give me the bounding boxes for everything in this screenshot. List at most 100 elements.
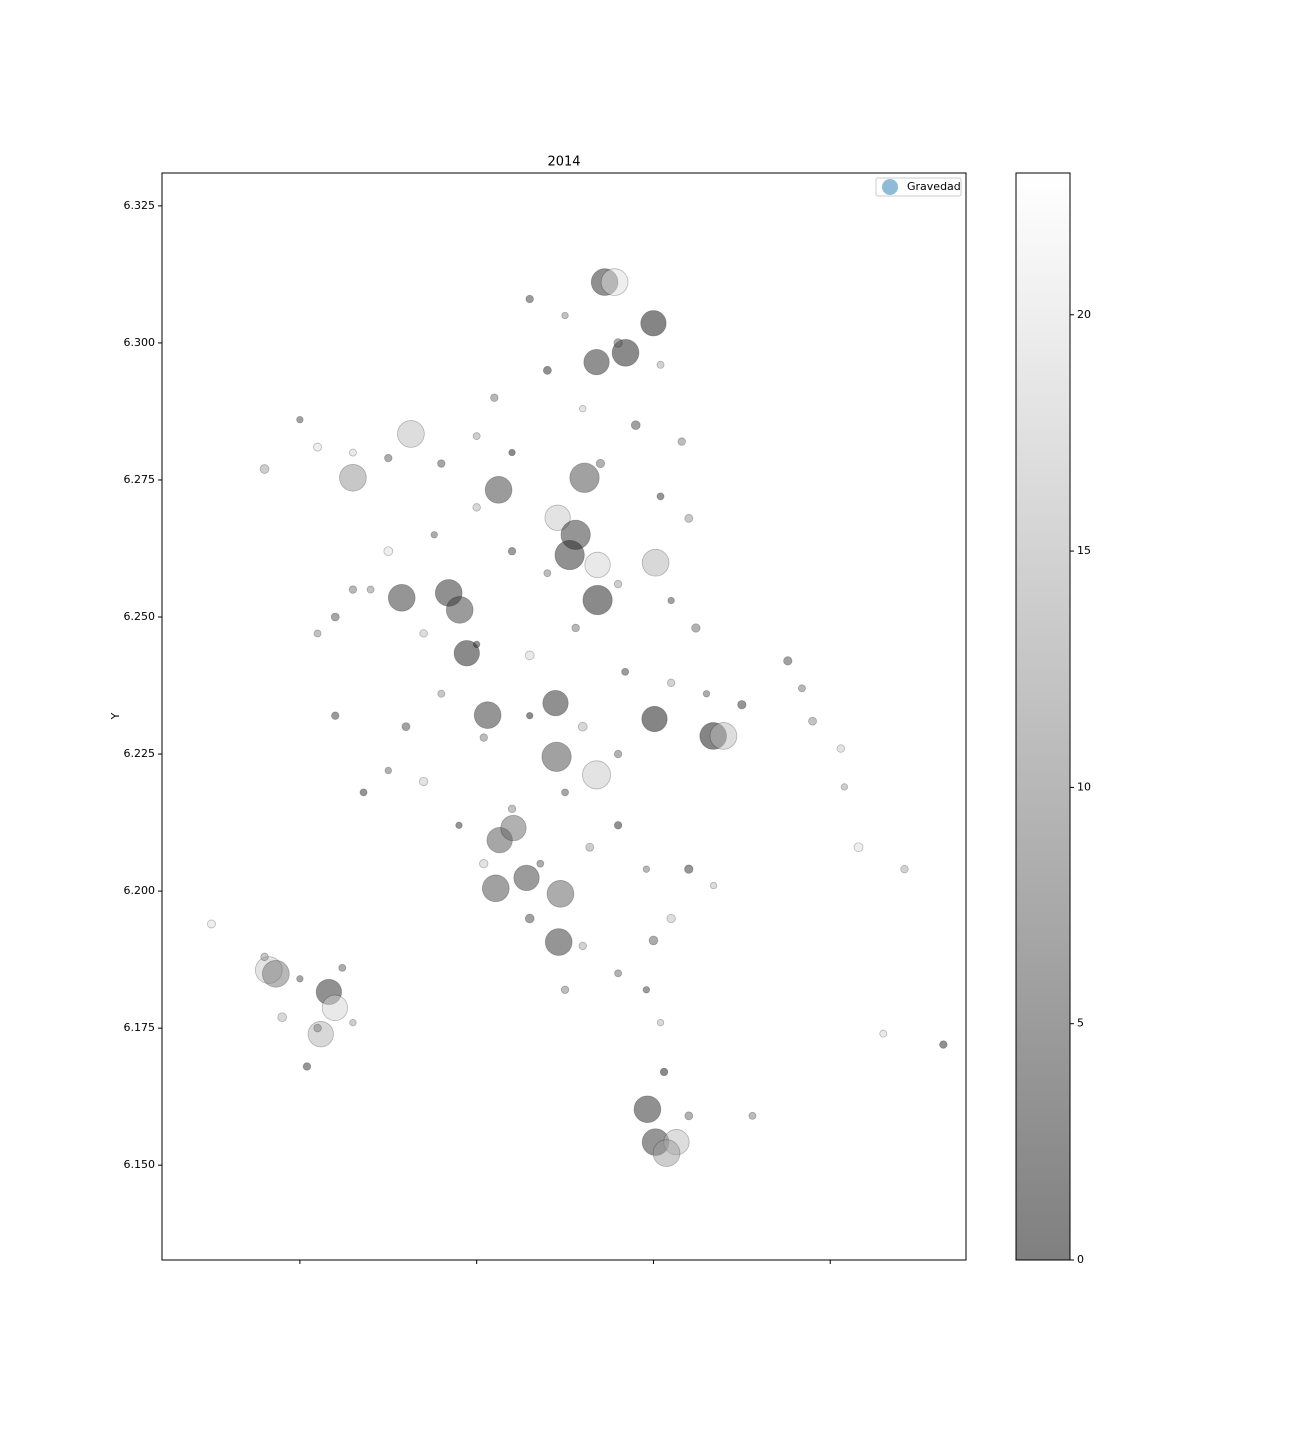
scatter-point xyxy=(387,584,416,612)
scatter-point xyxy=(507,804,517,814)
y-tick-label: 6.275 xyxy=(124,473,156,486)
scatter-point xyxy=(582,584,613,616)
scatter-point xyxy=(419,629,428,638)
colorbar-tick-label: 20 xyxy=(1077,308,1091,321)
scatter-point xyxy=(383,546,394,557)
scatter-point xyxy=(445,596,474,624)
y-tick-label: 6.200 xyxy=(124,884,156,897)
scatter-point xyxy=(437,689,446,698)
scatter-point xyxy=(541,741,572,772)
scatter-point xyxy=(656,492,665,501)
scatter-point xyxy=(321,994,349,1021)
scatter-point xyxy=(313,442,322,452)
scatter-point xyxy=(508,448,516,457)
scatter-point xyxy=(656,1018,665,1027)
scatter-point xyxy=(585,842,595,852)
colorbar xyxy=(1015,172,1071,1261)
scatter-point xyxy=(659,1067,669,1077)
scatter-point xyxy=(569,462,600,493)
scatter-point xyxy=(652,1139,681,1167)
colorbar-tick-label: 5 xyxy=(1077,1017,1084,1030)
scatter-point xyxy=(613,579,623,589)
scatter-point xyxy=(684,1111,694,1121)
scatter-point xyxy=(307,1021,334,1048)
y-tick-label: 6.175 xyxy=(124,1021,156,1034)
legend-label: Gravedad xyxy=(907,180,961,193)
scatter-point xyxy=(437,459,446,468)
scatter-point xyxy=(641,705,668,733)
scatter-point xyxy=(330,612,340,622)
scatter-point xyxy=(709,722,738,750)
scatter-point xyxy=(259,464,270,474)
scatter-point xyxy=(542,689,569,717)
scatter-point xyxy=(543,569,552,578)
scatter-point xyxy=(640,310,667,337)
scatter-point xyxy=(331,711,340,720)
scatter-point xyxy=(277,1012,288,1023)
scatter-point xyxy=(853,842,864,853)
chart-title: 2014 xyxy=(547,155,580,170)
scatter-point xyxy=(642,865,651,873)
scatter-point xyxy=(748,1111,757,1120)
scatter-point xyxy=(524,913,535,924)
scatter-point xyxy=(313,629,322,638)
scatter-point xyxy=(401,722,411,732)
scatter-point xyxy=(472,432,481,441)
scatter-point xyxy=(667,596,675,605)
plot-area xyxy=(207,268,948,1167)
scatter-point xyxy=(561,788,570,797)
scatter-point xyxy=(614,969,623,978)
scatter-point xyxy=(677,437,686,446)
scatter-point xyxy=(472,503,481,512)
scatter-point xyxy=(595,458,606,469)
scatter-point xyxy=(338,963,347,972)
y-tick-label: 6.300 xyxy=(124,336,156,349)
scatter-point xyxy=(339,463,367,492)
scatter-point xyxy=(582,760,611,790)
scatter-point xyxy=(666,678,676,687)
scatter-point xyxy=(484,476,513,504)
scatter-point xyxy=(397,420,425,448)
scatter-point xyxy=(302,1062,312,1071)
legend-box xyxy=(875,177,962,197)
scatter-point xyxy=(313,1023,322,1033)
scatter-point xyxy=(613,821,623,830)
scatter-point xyxy=(561,311,569,320)
scatter-point xyxy=(542,365,552,375)
scatter-point xyxy=(879,1029,888,1038)
scatter-point xyxy=(453,640,480,667)
scatter-point xyxy=(571,623,580,633)
y-tick-label: 6.250 xyxy=(124,610,156,623)
scatter-point xyxy=(479,733,488,742)
scatter-point xyxy=(709,881,718,890)
colorbar-tick-label: 10 xyxy=(1077,780,1091,793)
scatter-point xyxy=(384,453,393,463)
colorbar-tick-label: 15 xyxy=(1077,544,1091,557)
scatter-point xyxy=(524,650,535,661)
scatter-point xyxy=(536,859,545,868)
scatter-point xyxy=(207,919,216,929)
scatter-point xyxy=(600,268,629,296)
scatter-point xyxy=(348,585,358,594)
scatter-point xyxy=(473,701,502,729)
scatter-point xyxy=(642,986,651,994)
scatter-point xyxy=(500,814,527,842)
scatter-point xyxy=(579,405,587,413)
scatter-point xyxy=(840,783,849,791)
scatter-point xyxy=(560,985,570,994)
scatter-point xyxy=(900,864,909,874)
scatter-point xyxy=(525,294,534,304)
scatter-point xyxy=(577,721,588,732)
scatter-point xyxy=(472,640,481,649)
scatter-point xyxy=(584,551,611,579)
scatter-point xyxy=(430,531,438,539)
scatter-point xyxy=(359,788,368,797)
axes-frame xyxy=(161,172,967,1261)
scatter-point xyxy=(641,548,670,577)
scatter-point xyxy=(691,623,701,633)
scatter-point xyxy=(621,667,630,676)
scatter-point xyxy=(262,960,290,988)
scatter-point xyxy=(702,690,711,698)
scatter-point xyxy=(544,504,571,531)
